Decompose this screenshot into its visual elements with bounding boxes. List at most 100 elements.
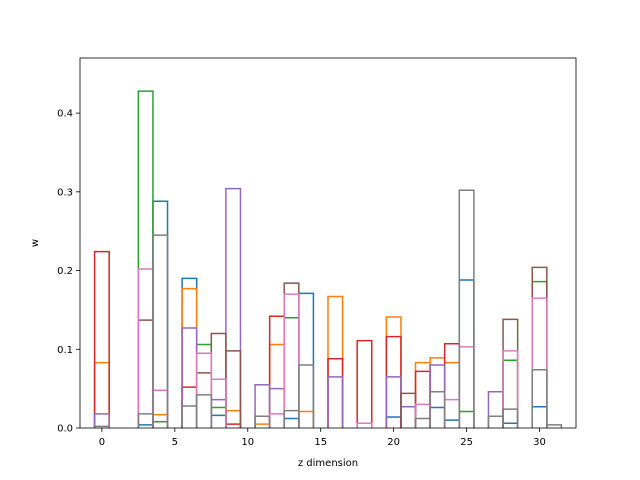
bar-outline — [181, 386, 198, 428]
bar-outline — [210, 398, 227, 428]
bar-outline — [400, 405, 417, 428]
bar-outline — [458, 189, 475, 428]
bar-outline — [195, 372, 213, 428]
bar-outline — [225, 350, 242, 428]
bar-outline — [356, 422, 373, 428]
bar-outline — [93, 425, 110, 428]
plot-area-frame — [79, 57, 577, 429]
bar-outline — [400, 392, 417, 428]
bar-outline — [531, 297, 548, 428]
y-axis-label: w — [30, 239, 41, 247]
bars-layer — [93, 90, 563, 428]
bar-outline — [546, 424, 563, 428]
x-tick-label: 15 — [314, 437, 327, 448]
bar-outline — [210, 378, 227, 428]
bar-outline — [414, 403, 431, 428]
bar-outline — [254, 423, 271, 428]
bar-outline — [327, 357, 344, 428]
bar-outline — [283, 317, 300, 428]
bar-outline — [93, 250, 110, 428]
bar-outline — [93, 413, 110, 428]
bar-outline — [93, 361, 110, 428]
bar-outline — [298, 364, 315, 428]
x-tick-label: 25 — [460, 437, 473, 448]
bar-outline — [531, 405, 548, 428]
bar-outline — [531, 368, 548, 428]
bar-outline — [385, 316, 402, 428]
x-tick-label: 30 — [533, 437, 546, 448]
bar-outline — [268, 343, 285, 428]
bar-outline — [429, 391, 446, 428]
bar-outline — [429, 357, 446, 428]
x-tick-label: 0 — [99, 437, 105, 448]
bar-outline — [152, 420, 169, 428]
bar-outline — [429, 364, 446, 428]
bar-outline — [458, 279, 475, 428]
x-axis-label: z dimension — [298, 458, 358, 469]
bar-outline — [195, 352, 213, 428]
bar-outline — [502, 350, 519, 428]
bar-outline — [283, 282, 300, 428]
bar-outline — [298, 292, 315, 428]
bar-outline — [181, 287, 198, 428]
bar-outline — [137, 319, 154, 428]
bar-outline — [283, 409, 300, 428]
bar-outline — [283, 293, 300, 428]
x-tick-label: 20 — [387, 437, 400, 448]
bar-outline — [137, 90, 154, 428]
bar-outline — [195, 343, 213, 428]
bar-outline — [210, 406, 227, 428]
bar-outline — [283, 417, 300, 428]
bar-outline — [268, 413, 285, 428]
bar-outline — [385, 416, 402, 428]
bar-outline — [137, 268, 154, 428]
bar-outline — [225, 423, 242, 428]
x-tick-label: 10 — [241, 437, 254, 448]
bar-outline — [210, 332, 227, 428]
series-8 — [93, 189, 563, 428]
bar-outline — [181, 405, 198, 428]
x-tick-label: 5 — [172, 437, 178, 448]
bar-outline — [502, 359, 519, 428]
bar-outline — [385, 335, 402, 428]
bar-outline — [443, 343, 461, 428]
bar-outline — [225, 409, 242, 428]
bar-outline — [487, 415, 504, 428]
bar-outline — [414, 370, 431, 428]
bar-outline — [443, 361, 461, 428]
y-tick-label: 0.0 — [57, 424, 73, 435]
bar-outline — [254, 383, 271, 428]
bar-outline — [356, 339, 373, 428]
bar-outline — [458, 346, 475, 428]
bar-outline — [327, 295, 344, 428]
bar-outline — [181, 327, 198, 428]
bar-outline — [298, 410, 315, 428]
bar-outline — [254, 415, 271, 428]
bar-outline — [385, 376, 402, 428]
bar-outline — [429, 406, 446, 428]
bar-outline — [137, 413, 154, 428]
bar-outline — [268, 315, 285, 428]
y-tick-label: 0.3 — [57, 187, 73, 198]
bar-outline — [210, 414, 227, 428]
y-tick-label: 0.1 — [57, 345, 73, 356]
bar-outline — [458, 410, 475, 428]
bar-outline — [443, 419, 461, 428]
series-4 — [93, 250, 461, 428]
bar-outline — [502, 318, 519, 428]
bar-outline — [225, 187, 242, 428]
bar-outline — [502, 408, 519, 428]
bar-outline — [327, 376, 344, 428]
bar-outline — [414, 417, 431, 428]
bar-outline — [487, 391, 504, 428]
axis-ticks: 0 5 10 15 20 25 30 0.0 0.1 0.2 0.3 0.4 — [57, 109, 546, 448]
bar-outline — [443, 398, 461, 428]
bar-outline — [195, 394, 213, 428]
bar-outline — [268, 387, 285, 428]
bar-outline — [137, 424, 154, 428]
y-tick-label: 0.4 — [57, 109, 73, 120]
bar-outline — [152, 234, 169, 428]
bar-outline — [502, 422, 519, 428]
y-tick-label: 0.2 — [57, 266, 73, 277]
